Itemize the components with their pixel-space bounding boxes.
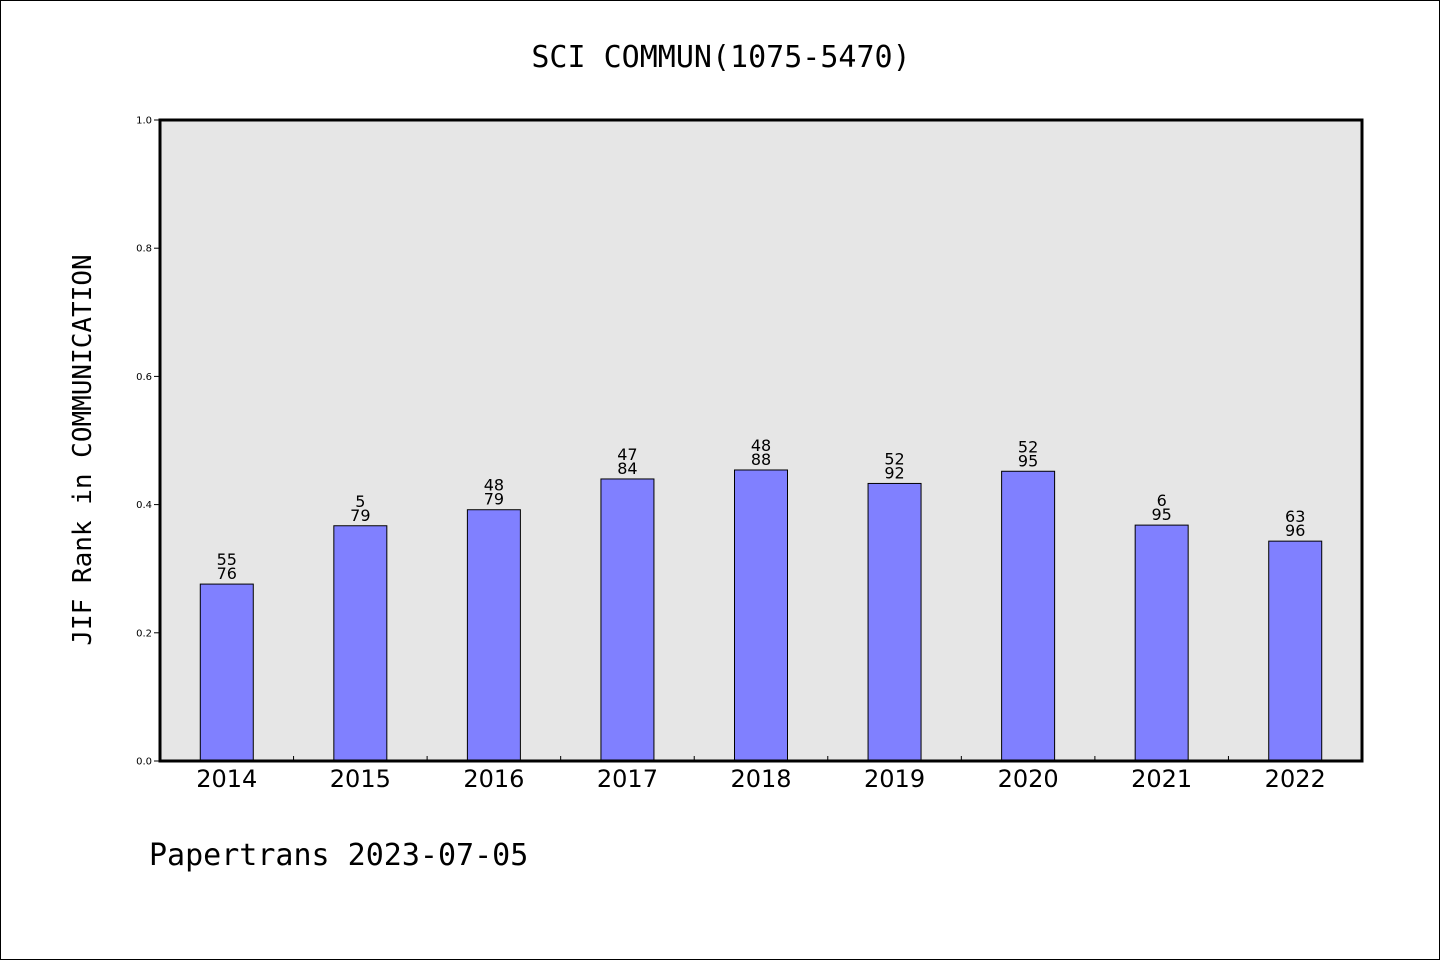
bar-label-bottom: 79 [484, 490, 504, 509]
bar [466, 509, 521, 762]
bar-label-top: 55 [217, 550, 237, 569]
bar-label-top: 48 [484, 476, 504, 495]
bar-label-bottom: 96 [1285, 521, 1305, 540]
bar-label-top: 48 [751, 436, 771, 455]
x-tick-label: 2018 [730, 765, 791, 793]
x-tick-label: 2017 [597, 765, 658, 793]
y-tick-label: 1.0 [136, 116, 152, 127]
plot-area: 0.00.20.40.60.81.05576201457920154879201… [136, 116, 1364, 793]
bar-label-bottom: 92 [884, 463, 904, 482]
plot-border [158, 118, 1364, 763]
bar-label-top: 6 [1157, 491, 1167, 510]
bar [1134, 524, 1189, 762]
bar-label-bottom: 79 [350, 506, 370, 525]
bar-label-bottom: 88 [751, 450, 771, 469]
bar-label-top: 52 [884, 449, 904, 468]
bar [1268, 540, 1323, 762]
bar [867, 482, 922, 762]
y-tick-label: 0.6 [136, 372, 152, 383]
x-tick-label: 2021 [1131, 765, 1192, 793]
bar-label-bottom: 95 [1151, 505, 1171, 524]
y-axis-label: JIF Rank in COMMUNICATION [68, 254, 98, 645]
x-tick-label: 2020 [998, 765, 1059, 793]
bar-label-bottom: 84 [617, 459, 637, 478]
bar [600, 478, 655, 762]
footer-stamp: Papertrans 2023-07-05 [149, 838, 528, 873]
bar-label-bottom: 95 [1018, 451, 1038, 470]
y-tick-label: 0.4 [136, 500, 152, 511]
bar [734, 469, 788, 762]
bar-label-top: 63 [1285, 507, 1305, 526]
x-tick-label: 2014 [196, 765, 257, 793]
y-tick-label: 0.8 [136, 244, 152, 255]
bar [199, 583, 254, 762]
chart-title: SCI COMMUN(1075-5470) [531, 40, 910, 75]
bar-label-bottom: 76 [217, 564, 237, 583]
x-tick-label: 2015 [330, 765, 391, 793]
bar-label-top: 52 [1018, 437, 1038, 456]
bar [1001, 470, 1056, 762]
y-tick-label: 0.0 [136, 757, 152, 768]
x-tick-label: 2016 [463, 765, 524, 793]
x-tick-label: 2022 [1265, 765, 1326, 793]
x-tick-label: 2019 [864, 765, 925, 793]
bar [333, 525, 388, 762]
bar-label-top: 5 [355, 492, 365, 511]
y-tick-label: 0.2 [136, 628, 152, 639]
bar-label-top: 47 [617, 445, 637, 464]
